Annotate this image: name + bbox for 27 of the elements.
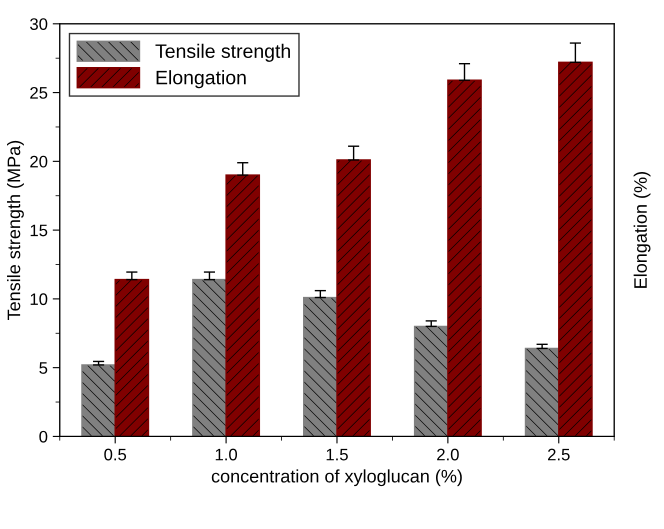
bar (447, 80, 482, 436)
x-tick-label: 1.0 (216, 448, 238, 460)
x-axis-title: concentration of xyloglucan (%) (212, 469, 462, 486)
y2-axis-title: Elongation (%) (634, 172, 650, 288)
bar (336, 159, 371, 436)
x-tick-label: 2.5 (548, 448, 570, 460)
bar (114, 278, 150, 436)
legend-label: Elongation (156, 70, 246, 88)
y-tick-label: 15 (30, 224, 48, 236)
x-tick-label: 0.5 (104, 448, 126, 460)
bar (524, 348, 560, 436)
bar (192, 278, 227, 436)
y-axis-title: Tensile strength (MPa) (7, 140, 24, 320)
y-tick-label: 20 (30, 156, 48, 168)
y-tick-label: 30 (30, 18, 48, 30)
y-tick-label: 25 (30, 86, 48, 99)
bar (303, 296, 338, 436)
y-tick-label: 5 (39, 362, 48, 374)
bar (414, 326, 449, 436)
legend-label: Tensile strength (155, 44, 290, 62)
x-tick-label: 1.5 (326, 448, 348, 460)
bar (81, 364, 116, 436)
x-tick-label: 2.0 (437, 448, 459, 460)
bar (558, 62, 593, 436)
y-tick-label: 10 (30, 293, 48, 306)
bar (225, 174, 260, 436)
y-tick-label: 0 (39, 430, 48, 443)
